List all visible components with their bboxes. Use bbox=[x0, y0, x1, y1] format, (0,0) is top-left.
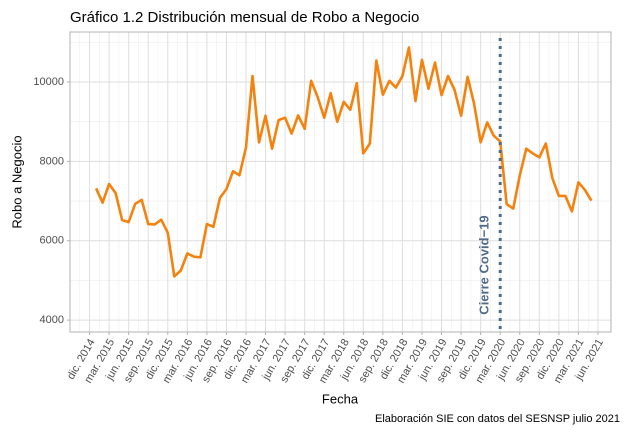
y-axis-label: Robo a Negocio bbox=[9, 135, 24, 228]
plot-border bbox=[69, 31, 612, 333]
y-tick-label: 10000 bbox=[33, 76, 64, 88]
y-tick-label: 6000 bbox=[40, 235, 64, 247]
x-axis-label: Fecha bbox=[322, 391, 359, 406]
chart-title: Gráfico 1.2 Distribución mensual de Robo… bbox=[70, 9, 419, 26]
data-line bbox=[94, 46, 593, 278]
plot-background bbox=[70, 32, 611, 332]
y-tick-label: 8000 bbox=[40, 155, 64, 167]
annotation-text: Cierre Covid−19 bbox=[477, 215, 492, 314]
y-tick-label: 4000 bbox=[40, 314, 64, 326]
caption: Elaboración SIE con datos del SESNSP jul… bbox=[375, 413, 620, 425]
